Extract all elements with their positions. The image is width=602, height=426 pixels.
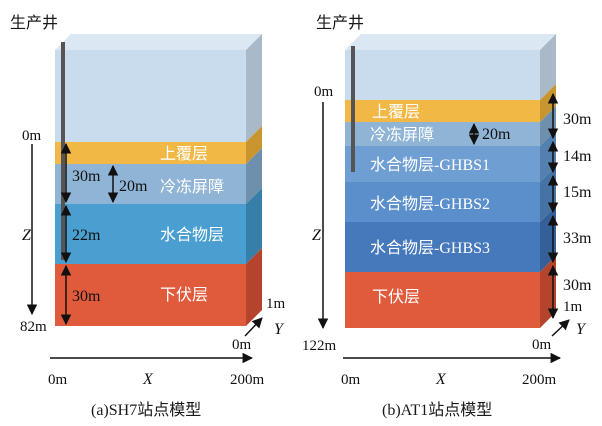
z-axis-label-b: Z bbox=[312, 227, 322, 244]
production-well-a bbox=[61, 42, 65, 260]
production-well-b bbox=[351, 46, 355, 172]
thickness-ghbs1-b: 14m bbox=[563, 148, 592, 165]
side-overburden-a bbox=[246, 126, 262, 164]
layer-ghbs3-b bbox=[345, 222, 540, 272]
thickness-barrier-b: 20m bbox=[482, 126, 511, 143]
panel-a: 生产井 上覆层 冷冻屏障 水合物层 下伏层 30m 20m 22m 30m bbox=[10, 14, 286, 419]
caption-b: (b)AT1站点模型 bbox=[382, 401, 492, 419]
model-right-sky-a bbox=[246, 34, 262, 142]
y-axis-arrow-b bbox=[551, 319, 570, 337]
label-permafrost-barrier-a: 冷冻屏障 bbox=[160, 178, 224, 196]
layer-ghbs1-b bbox=[345, 146, 540, 182]
y-axis-label-b: Y bbox=[576, 321, 587, 338]
y-start-a: 0m bbox=[232, 337, 252, 353]
layer-overburden-a bbox=[55, 142, 246, 164]
label-underburden-a: 下伏层 bbox=[160, 286, 208, 304]
label-ghbs1-b: 水合物层-GHBS1 bbox=[370, 156, 490, 174]
y-axis-arrow-a bbox=[244, 317, 263, 337]
z-axis-label-a: Z bbox=[22, 227, 32, 244]
production-well-label-b: 生产井 bbox=[316, 14, 364, 32]
layer-hydrate-a bbox=[55, 204, 246, 264]
x-end-a: 200m bbox=[230, 372, 265, 388]
model-right-sky-b bbox=[540, 34, 556, 100]
y-start-b: 0m bbox=[532, 337, 552, 353]
x-axis-label-a: X bbox=[142, 371, 154, 388]
label-overburden-a: 上覆层 bbox=[160, 145, 208, 163]
panel-b: 生产井 上覆层 冷冻屏障 水合物层-GHBS1 水合物层-GHBS2 水合物层-… bbox=[302, 14, 592, 419]
y-end-b: 1m bbox=[563, 299, 583, 315]
caption-a: (a)SH7站点模型 bbox=[91, 401, 201, 419]
depth-top-a: 0m bbox=[22, 128, 42, 144]
side-underburden-a bbox=[246, 248, 262, 326]
side-barrier-a bbox=[246, 148, 262, 204]
x-start-a: 0m bbox=[48, 372, 68, 388]
thickness-ghbs2-b: 15m bbox=[563, 184, 592, 201]
layer-permafrost-barrier-a bbox=[55, 164, 246, 204]
sky-region-a bbox=[55, 50, 246, 142]
model-top-face-b bbox=[345, 34, 556, 50]
y-axis-label-a: Y bbox=[274, 321, 285, 338]
side-hydrate-a bbox=[246, 188, 262, 264]
layer-overburden-b bbox=[345, 100, 540, 122]
layer-permafrost-barrier-b bbox=[345, 122, 540, 146]
label-ghbs3-b: 水合物层-GHBS3 bbox=[370, 239, 490, 257]
thickness-ghbs3-b: 33m bbox=[563, 230, 592, 247]
layer-ghbs2-b bbox=[345, 182, 540, 222]
label-permafrost-barrier-b: 冷冻屏障 bbox=[370, 126, 434, 144]
label-overburden-b: 上覆层 bbox=[372, 103, 420, 121]
thickness-overburden-b: 30m bbox=[563, 111, 592, 128]
label-ghbs2-b: 水合物层-GHBS2 bbox=[370, 195, 490, 213]
thickness-underburden-b: 30m bbox=[563, 277, 592, 294]
model-top-face-a bbox=[55, 34, 262, 50]
depth-top-b: 0m bbox=[314, 84, 334, 100]
thickness-barrier-a: 20m bbox=[119, 178, 148, 195]
y-end-a: 1m bbox=[266, 296, 286, 312]
x-start-b: 0m bbox=[341, 372, 361, 388]
sky-region-b bbox=[345, 50, 540, 100]
depth-bottom-a: 82m bbox=[20, 319, 47, 335]
layer-underburden-b bbox=[345, 272, 540, 328]
layer-underburden-a bbox=[55, 264, 246, 326]
depth-bottom-b: 122m bbox=[302, 338, 337, 354]
thickness-hydrate-a: 22m bbox=[72, 227, 101, 244]
label-hydrate-a: 水合物层 bbox=[160, 226, 224, 244]
x-axis-label-b: X bbox=[435, 371, 447, 388]
x-end-b: 200m bbox=[522, 372, 557, 388]
label-underburden-b: 下伏层 bbox=[372, 288, 420, 306]
thickness-upper-a: 30m bbox=[72, 168, 101, 185]
production-well-label-a: 生产井 bbox=[10, 14, 58, 32]
thickness-underburden-a: 30m bbox=[72, 288, 101, 305]
